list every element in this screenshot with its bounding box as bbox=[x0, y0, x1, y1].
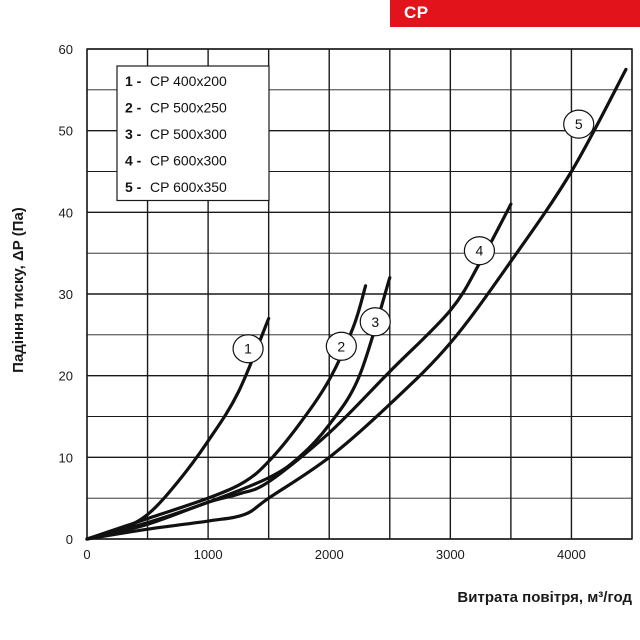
axis-ticks: 0 1000 2000 3000 4000 0 10 20 30 40 50 60 bbox=[59, 42, 586, 562]
curve-label-circle bbox=[463, 236, 495, 266]
header-label: CP bbox=[404, 3, 429, 22]
legend-entry-number: 4 - bbox=[125, 153, 142, 169]
curve-label-1: 1 bbox=[244, 341, 252, 357]
curve-label-circle bbox=[325, 331, 357, 361]
legend-entry-text: CP 500x300 bbox=[150, 126, 227, 142]
legend-box bbox=[116, 65, 270, 202]
curve-label-circle bbox=[563, 109, 595, 139]
x-axis-label: Витрата повітря, м³/год bbox=[457, 589, 632, 606]
legend-entry-text: CP 400x200 bbox=[150, 73, 227, 89]
y-tick-label: 40 bbox=[59, 205, 73, 220]
x-tick-label: 0 bbox=[83, 547, 90, 562]
curve-3 bbox=[85, 276, 392, 541]
curve-label-3: 3 bbox=[371, 314, 379, 330]
legend-entry-number: 5 - bbox=[125, 179, 142, 195]
legend-entry-number: 2 - bbox=[125, 100, 142, 116]
y-axis-label: Падіння тиску, ΔP (Па) bbox=[10, 207, 27, 373]
plot-frame bbox=[86, 48, 633, 540]
curve-label-circle bbox=[232, 334, 264, 364]
y-tick-label: 10 bbox=[59, 450, 73, 465]
y-tick-label: 20 bbox=[59, 369, 73, 384]
legend-entry-text: CP 500x250 bbox=[150, 100, 227, 116]
x-tick-label: 1000 bbox=[194, 547, 223, 562]
y-tick-label: 30 bbox=[59, 287, 73, 302]
legend-entry-text: CP 600x350 bbox=[150, 179, 227, 195]
legend-entry-number: 3 - bbox=[125, 126, 142, 142]
y-tick-label: 60 bbox=[59, 42, 73, 57]
curve-labels: 1 2 3 4 5 bbox=[232, 109, 595, 364]
y-tick-label: 0 bbox=[66, 532, 73, 547]
curve-label-circle bbox=[359, 307, 391, 337]
curve-label-4: 4 bbox=[476, 243, 484, 259]
curve-4 bbox=[85, 202, 513, 541]
curve-label-2: 2 bbox=[337, 338, 345, 354]
y-tick-label: 50 bbox=[59, 124, 73, 139]
legend-entry-number: 1 - bbox=[125, 73, 142, 89]
legend-entry-text: CP 600x300 bbox=[150, 153, 227, 169]
header-bar bbox=[390, 0, 640, 27]
legend: 1 - CP 400x200 2 - CP 500x250 3 - CP 500x300 4… bbox=[116, 65, 270, 202]
curve-label-5: 5 bbox=[575, 116, 583, 132]
curve-5 bbox=[85, 67, 628, 541]
x-tick-label: 4000 bbox=[557, 547, 586, 562]
x-tick-label: 2000 bbox=[315, 547, 344, 562]
x-tick-label: 3000 bbox=[436, 547, 465, 562]
